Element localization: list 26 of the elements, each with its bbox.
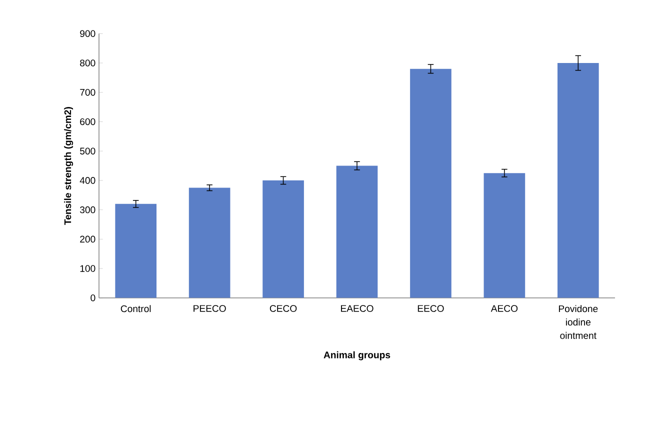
x-tick-label: CECO: [270, 304, 297, 312]
bar: [115, 204, 157, 298]
y-tick-label: 300: [80, 206, 96, 213]
x-tick-label: EECO: [418, 304, 444, 312]
x-tick-label: AECO: [490, 304, 518, 312]
y-tick-label: 900: [80, 30, 96, 37]
y-tick-label: 700: [80, 88, 96, 96]
x-tick-label: Povidone iodine ointment: [558, 304, 598, 339]
bar: [188, 188, 230, 298]
y-tick-label: 400: [80, 176, 96, 184]
bar: [336, 166, 378, 298]
x-tick-label: PEECO: [194, 304, 226, 312]
y-tick-label: 500: [80, 147, 96, 154]
x-tick-label: EAECO: [341, 304, 374, 312]
y-axis-title: Tensile strength (gm/cm2): [64, 106, 74, 225]
x-tick-label: Control: [120, 304, 151, 312]
bar: [410, 68, 452, 298]
y-tick-label: 0: [90, 294, 96, 302]
bar: [558, 62, 599, 298]
x-axis-title: Animal groups: [324, 351, 390, 360]
y-tick-label: 800: [80, 59, 96, 66]
bar: [484, 172, 526, 298]
y-tick-label: 200: [80, 236, 96, 242]
y-tick-label: 100: [80, 264, 96, 272]
y-tick-label: 600: [80, 118, 96, 125]
bar: [262, 180, 304, 298]
